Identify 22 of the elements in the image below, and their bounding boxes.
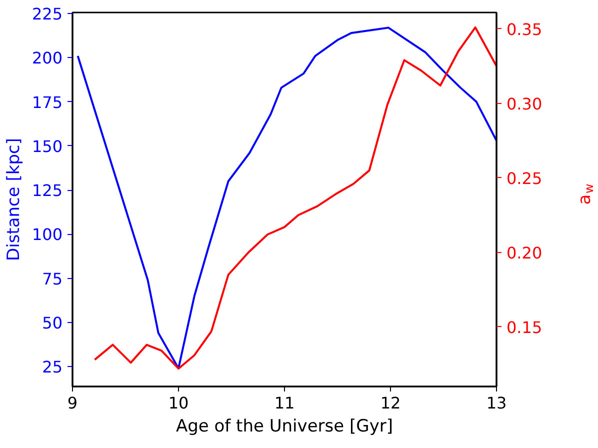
- y-tick-label: 100: [32, 225, 63, 244]
- y2-tick-label: 0.25: [506, 168, 542, 188]
- y-tick-label: 25: [42, 358, 62, 377]
- y-tick-label: 225: [32, 4, 63, 24]
- x-tick-label: 12: [380, 394, 401, 412]
- x-tick-label: 13: [486, 394, 507, 412]
- x-tick-label: 10: [168, 394, 189, 412]
- y2-axis-title: aw: [575, 184, 596, 205]
- y2-tick-label: 0.15: [506, 318, 542, 337]
- y2-tick-label: 0.20: [506, 243, 542, 262]
- y-tick-label: 125: [32, 181, 63, 200]
- y-tick-label: 200: [32, 48, 63, 68]
- y-tick-label: 175: [32, 92, 63, 112]
- x-tick-label: 9: [67, 394, 78, 412]
- x-axis-title: Age of the Universe [Gyr]: [176, 416, 394, 436]
- y-tick-label: 75: [42, 269, 62, 288]
- y2-tick-label: 0.30: [506, 94, 542, 114]
- y-axis-title: Distance [kpc]: [4, 138, 24, 261]
- x-tick-label: 11: [274, 394, 295, 412]
- y-tick-label: 50: [42, 313, 62, 332]
- y-tick-label: 150: [32, 136, 63, 156]
- y2-tick-label: 0.35: [506, 20, 542, 39]
